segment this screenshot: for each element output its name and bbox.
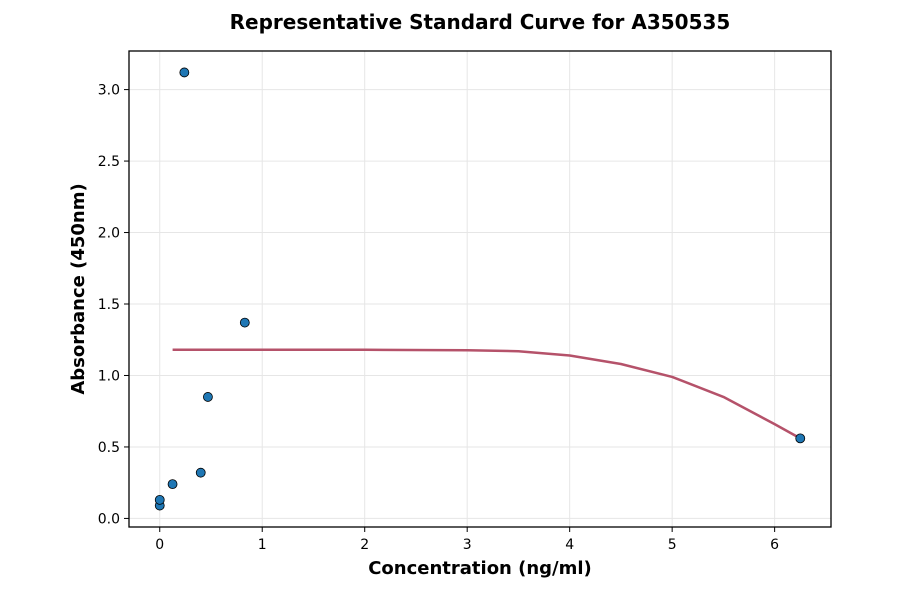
x-tick-label: 1 <box>258 537 267 553</box>
x-tick-label: 3 <box>463 537 472 553</box>
x-axis-label: Concentration (ng/ml) <box>368 558 592 579</box>
y-tick-label: 1.5 <box>98 297 120 313</box>
y-axis: 0.0 0.5 1.0 1.5 2.0 2.5 3.0 <box>98 83 129 527</box>
data-point <box>154 494 165 505</box>
data-point <box>167 479 178 490</box>
y-tick-label: 2.0 <box>98 226 120 242</box>
data-point <box>795 433 806 444</box>
plot-frame <box>128 50 832 528</box>
fit-curve-line <box>172 348 801 440</box>
x-tick-label: 5 <box>668 537 677 553</box>
x-axis: 0 1 2 3 4 5 6 <box>155 527 779 553</box>
x-tick-label: 4 <box>565 537 574 553</box>
data-point <box>203 392 213 402</box>
data-point <box>239 317 250 328</box>
y-tick-label: 0.5 <box>98 440 120 456</box>
data-point <box>179 67 190 78</box>
data-points-layer <box>154 67 806 511</box>
grid <box>129 51 831 527</box>
x-tick-label: 0 <box>155 537 164 553</box>
x-tick-label: 2 <box>360 537 369 553</box>
data-point <box>195 467 206 478</box>
y-tick-label: 1.0 <box>98 368 120 384</box>
y-axis-label: Absorbance (450nm) <box>68 183 89 394</box>
chart-title: Representative Standard Curve for A35053… <box>230 10 731 34</box>
x-tick-label: 6 <box>770 537 779 553</box>
y-tick-label: 3.0 <box>98 83 120 99</box>
y-tick-label: 0.0 <box>98 511 120 527</box>
fit-curve-layer <box>172 348 801 440</box>
y-tick-label: 2.5 <box>98 154 120 170</box>
